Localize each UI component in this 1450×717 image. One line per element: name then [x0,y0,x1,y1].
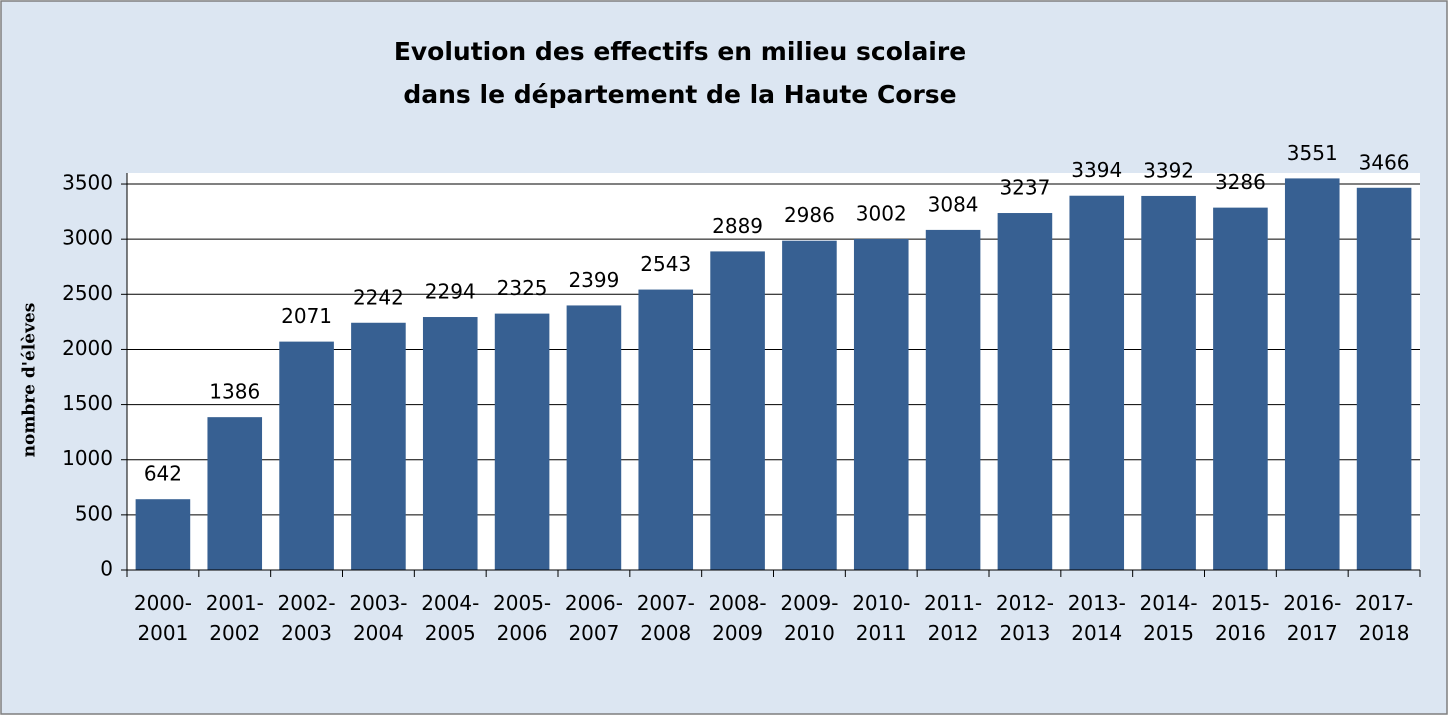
data-label: 3466 [1359,150,1410,174]
bar [351,322,406,570]
data-label: 2399 [568,268,619,292]
bar [782,240,837,570]
x-tick-label: 2017- 2018 [1355,591,1414,645]
y-tick-label: 1000 [62,446,113,470]
x-tick-label: 2003- 2004 [349,591,408,645]
x-tick-label: 2008- 2009 [708,591,767,645]
data-label: 3394 [1071,158,1122,182]
bar [1141,195,1196,570]
data-label: 3392 [1143,158,1194,182]
data-label: 2242 [353,285,404,309]
x-tick-label: 2005- 2006 [493,591,552,645]
y-axis-label: nombre d'élèves [20,303,40,458]
x-tick-label: 2015- 2016 [1211,591,1270,645]
bar [1356,187,1412,570]
data-label: 2986 [784,203,835,227]
bar [638,289,694,570]
x-tick-label: 2016- 2017 [1283,591,1342,645]
y-tick-label: 2500 [62,281,113,305]
bar [1069,195,1125,570]
x-tick-label: 2006- 2007 [564,591,623,645]
y-tick-label: 500 [75,501,113,525]
x-tick-label: 2007- 2008 [636,591,695,645]
data-label: 2071 [281,304,332,328]
bar [566,305,622,570]
y-tick-label: 3500 [62,171,113,195]
x-tick-label: 2012- 2013 [995,591,1054,645]
data-label: 3084 [928,192,979,216]
x-tick-label: 2009- 2010 [780,591,839,645]
data-label: 3002 [856,201,907,225]
bar [422,317,478,570]
bar [279,341,334,570]
x-tick-label: 2000- 2001 [133,591,192,645]
x-tick-label: 2002- 2003 [277,591,336,645]
x-tick-label: 2010- 2011 [852,591,911,645]
bar [1213,207,1268,570]
x-tick-label: 2011- 2012 [924,591,983,645]
chart-title: Evolution des effectifs en milieu scolai… [393,37,967,109]
x-tick-label: 2014- 2015 [1139,591,1198,645]
y-tick-label: 1500 [62,391,113,415]
bar [135,499,191,570]
data-label: 3237 [999,176,1050,200]
data-label: 2543 [640,252,691,276]
bar [1284,178,1340,570]
data-label: 3551 [1287,141,1338,165]
bar [925,229,981,571]
y-tick-label: 2000 [62,336,113,360]
x-tick-label: 2001- 2002 [205,591,264,645]
data-label: 2325 [497,276,548,300]
data-label: 3286 [1215,170,1266,194]
bar [710,251,765,570]
data-label: 2889 [712,214,763,238]
bar [853,238,909,570]
bar [997,213,1053,571]
data-label: 642 [144,462,182,486]
data-label: 2294 [425,280,476,304]
x-tick-label: 2004- 2005 [421,591,480,645]
bar [494,313,550,570]
bar [207,417,263,570]
y-tick-label: 3000 [62,226,113,250]
x-tick-label: 2013- 2014 [1067,591,1126,645]
data-label: 1386 [209,380,260,404]
y-tick-label: 0 [100,557,113,581]
